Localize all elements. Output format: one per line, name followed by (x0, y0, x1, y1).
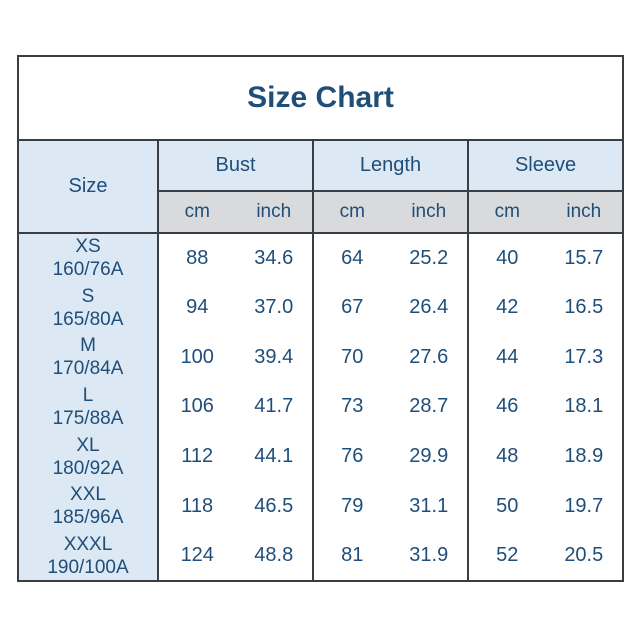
size-cell: XL 180/92A (18, 431, 158, 482)
size-cell: XXXL 190/100A (18, 531, 158, 581)
unit-header-length-cm: cm (312, 191, 391, 234)
table-row: XL 180/92A 112 44.1 76 29.9 48 18.9 (18, 431, 624, 482)
length-cm-cell: 76 (312, 431, 391, 482)
size-code-label: 165/80A (52, 308, 124, 330)
length-inch-cell: 27.6 (390, 332, 468, 383)
size-cell: XS 160/76A (18, 233, 158, 283)
size-label: M (80, 335, 96, 357)
table-row: L 175/88A 106 41.7 73 28.7 46 18.1 (18, 382, 624, 432)
length-inch-cell: 26.4 (390, 282, 468, 333)
size-code-label: 190/100A (47, 556, 129, 578)
size-code-label: 160/76A (52, 259, 124, 281)
column-header-bust: Bust (157, 140, 313, 192)
sleeve-cm-cell: 44 (467, 332, 546, 383)
bust-inch-cell: 37.0 (235, 282, 313, 333)
size-label: S (81, 285, 95, 307)
table-row: XXL 185/96A 118 46.5 79 31.1 50 19.7 (18, 481, 624, 532)
bust-cm-cell: 112 (157, 431, 236, 482)
size-cell: S 165/80A (18, 282, 158, 333)
size-table-body: XS 160/76A 88 34.6 64 25.2 40 15.7 S 165… (18, 233, 624, 581)
length-inch-cell: 31.1 (390, 481, 468, 532)
group-header-row: Size Bust Length Sleeve (18, 140, 624, 234)
bust-inch-cell: 39.4 (235, 332, 313, 383)
length-cm-cell: 67 (312, 282, 391, 333)
unit-header-bust-cm: cm (157, 191, 236, 234)
unit-header-length-inch: inch (390, 191, 468, 234)
length-inch-cell: 25.2 (390, 233, 468, 283)
bust-cm-cell: 100 (157, 332, 236, 383)
length-cm-cell: 64 (312, 233, 391, 283)
sleeve-inch-cell: 18.1 (545, 382, 624, 432)
size-label: XXXL (63, 533, 113, 555)
size-label: XS (75, 236, 101, 258)
size-code-label: 180/92A (52, 457, 124, 479)
column-header-length: Length (312, 140, 468, 192)
length-cm-cell: 70 (312, 332, 391, 383)
bust-cm-cell: 106 (157, 382, 236, 432)
column-header-sleeve: Sleeve (466, 140, 624, 192)
table-row: XXXL 190/100A 124 48.8 81 31.9 52 20.5 (18, 531, 624, 581)
table-row: S 165/80A 94 37.0 67 26.4 42 16.5 (18, 282, 624, 333)
column-header-size: Size (18, 140, 158, 234)
size-label: L (82, 384, 94, 406)
table-row: M 170/84A 100 39.4 70 27.6 44 17.3 (18, 332, 624, 383)
sleeve-cm-cell: 46 (467, 382, 546, 432)
size-cell: L 175/88A (18, 382, 158, 432)
length-cm-cell: 81 (312, 531, 391, 581)
sleeve-inch-cell: 19.7 (545, 481, 624, 532)
bust-inch-cell: 46.5 (235, 481, 313, 532)
unit-header-sleeve-inch: inch (545, 191, 624, 234)
unit-header-row: cm inch cm inch cm inch (18, 191, 624, 234)
table-row: XS 160/76A 88 34.6 64 25.2 40 15.7 (18, 233, 624, 283)
bust-cm-cell: 94 (157, 282, 236, 333)
length-cm-cell: 73 (312, 382, 391, 432)
length-inch-cell: 31.9 (390, 531, 468, 581)
title-row: Size Chart (18, 56, 624, 141)
bust-inch-cell: 34.6 (235, 233, 313, 283)
bust-cm-cell: 124 (157, 531, 236, 581)
sleeve-inch-cell: 18.9 (545, 431, 624, 482)
bust-inch-cell: 48.8 (235, 531, 313, 581)
sleeve-inch-cell: 15.7 (545, 233, 624, 283)
size-code-label: 185/96A (52, 507, 124, 529)
size-cell: XXL 185/96A (18, 481, 158, 532)
sleeve-cm-cell: 48 (467, 431, 546, 482)
length-inch-cell: 28.7 (390, 382, 468, 432)
sleeve-inch-cell: 20.5 (545, 531, 624, 581)
size-code-label: 175/88A (52, 407, 124, 429)
page-title: Size Chart (18, 56, 624, 141)
size-code-label: 170/84A (52, 358, 124, 380)
unit-header-sleeve-cm: cm (467, 191, 546, 234)
size-label: XXL (70, 484, 106, 506)
sleeve-cm-cell: 52 (467, 531, 546, 581)
length-inch-cell: 29.9 (390, 431, 468, 482)
bust-inch-cell: 41.7 (235, 382, 313, 432)
sleeve-inch-cell: 16.5 (545, 282, 624, 333)
size-chart-table: Size Chart Size Bust Length Sleeve cm in… (17, 55, 625, 582)
sleeve-cm-cell: 50 (467, 481, 546, 532)
unit-header-bust-inch: inch (235, 191, 313, 234)
size-label: XL (76, 434, 100, 456)
sleeve-cm-cell: 42 (467, 282, 546, 333)
bust-cm-cell: 88 (157, 233, 236, 283)
size-cell: M 170/84A (18, 332, 158, 383)
bust-cm-cell: 118 (157, 481, 236, 532)
sleeve-inch-cell: 17.3 (545, 332, 624, 383)
length-cm-cell: 79 (312, 481, 391, 532)
sleeve-cm-cell: 40 (467, 233, 546, 283)
bust-inch-cell: 44.1 (235, 431, 313, 482)
